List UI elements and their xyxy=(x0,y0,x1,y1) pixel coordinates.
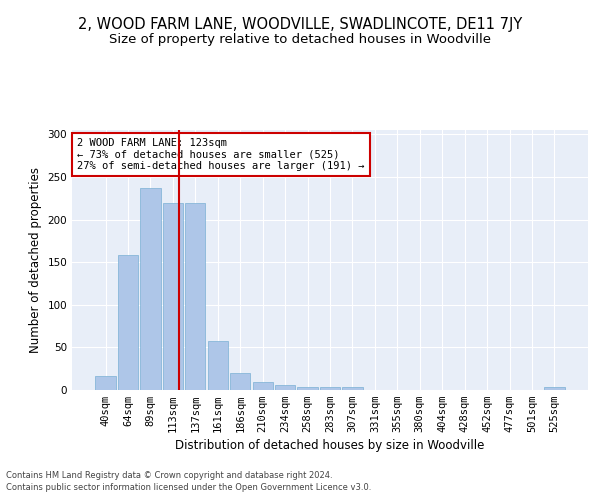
Text: 2, WOOD FARM LANE, WOODVILLE, SWADLINCOTE, DE11 7JY: 2, WOOD FARM LANE, WOODVILLE, SWADLINCOT… xyxy=(78,18,522,32)
Bar xyxy=(544,388,565,390)
Bar xyxy=(253,382,273,390)
Y-axis label: Number of detached properties: Number of detached properties xyxy=(29,167,42,353)
Bar xyxy=(298,388,317,390)
Text: Contains HM Land Registry data © Crown copyright and database right 2024.: Contains HM Land Registry data © Crown c… xyxy=(6,471,332,480)
Bar xyxy=(275,385,295,390)
Text: Contains public sector information licensed under the Open Government Licence v3: Contains public sector information licen… xyxy=(6,484,371,492)
Bar xyxy=(343,386,362,390)
Bar xyxy=(320,386,340,390)
Bar xyxy=(140,188,161,390)
Text: Size of property relative to detached houses in Woodville: Size of property relative to detached ho… xyxy=(109,32,491,46)
Bar xyxy=(230,373,250,390)
Bar xyxy=(208,342,228,390)
Text: 2 WOOD FARM LANE: 123sqm
← 73% of detached houses are smaller (525)
27% of semi-: 2 WOOD FARM LANE: 123sqm ← 73% of detach… xyxy=(77,138,365,171)
Bar xyxy=(118,256,138,390)
Bar xyxy=(163,204,183,390)
Bar xyxy=(185,204,205,390)
X-axis label: Distribution of detached houses by size in Woodville: Distribution of detached houses by size … xyxy=(175,440,485,452)
Bar xyxy=(95,376,116,390)
